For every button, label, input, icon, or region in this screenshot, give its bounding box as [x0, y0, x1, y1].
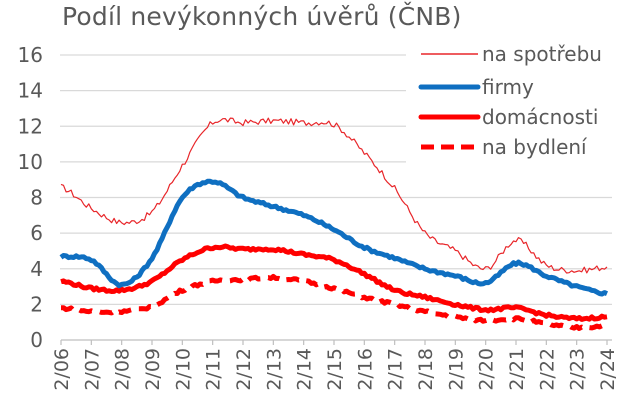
legend-item-na-spotrebu: na spotřebu	[421, 42, 602, 66]
series-lines	[59, 117, 609, 331]
x-tick-label: 2/14	[294, 348, 316, 391]
y-tick-label: 2	[30, 292, 43, 316]
x-tick-label: 2/09	[142, 348, 164, 391]
legend-label: na bydlení	[482, 135, 588, 159]
y-tick-label: 14	[18, 79, 43, 103]
y-tick-label: 0	[30, 328, 43, 352]
y-tick-label: 10	[18, 150, 43, 174]
x-tick-label: 2/18	[415, 348, 437, 391]
series-line-1	[59, 178, 609, 297]
y-axis-ticks: 0 2 4 6 8 10 12 14 16	[18, 43, 43, 352]
legend-item-firmy: firmy	[418, 75, 534, 99]
x-tick-label: 2/21	[506, 348, 528, 391]
y-tick-label: 12	[18, 114, 43, 138]
x-tick-label: 2/07	[81, 348, 103, 391]
legend-label: domácnosti	[482, 105, 598, 129]
x-tick-label: 2/15	[324, 348, 346, 391]
legend-label: na spotřebu	[482, 42, 602, 66]
x-tick-label: 2/24	[597, 348, 619, 391]
x-tick-label: 2/13	[263, 348, 285, 391]
x-tick-label: 2/19	[445, 348, 467, 391]
chart-title: Podíl nevýkonných úvěrů (ČNB)	[62, 2, 462, 31]
x-tick-label: 2/12	[233, 348, 255, 391]
x-tick-label: 2/20	[476, 348, 498, 391]
x-tick-label: 2/11	[203, 348, 225, 391]
x-tick-label: 2/06	[51, 348, 73, 391]
legend: na spotřebu firmy domácnosti na bydlení	[406, 38, 638, 172]
x-tick-label: 2/17	[385, 348, 407, 391]
x-tick-label: 2/10	[172, 348, 194, 391]
y-tick-label: 4	[30, 257, 43, 281]
x-tick-label: 2/08	[112, 348, 134, 391]
series-line-0	[60, 117, 608, 274]
legend-label: firmy	[482, 75, 534, 99]
y-tick-label: 16	[18, 43, 43, 67]
x-axis: 2/06 2/07 2/08 2/09 2/10 2/11 2/12 2/13 2/14 2/15…	[51, 339, 619, 391]
y-tick-label: 6	[30, 221, 43, 245]
series-line-2	[60, 243, 608, 322]
legend-item-na-bydleni: na bydlení	[421, 135, 588, 159]
y-tick-label: 8	[30, 186, 43, 210]
x-tick-label: 2/23	[567, 348, 589, 391]
legend-item-domacnosti: domácnosti	[418, 105, 598, 129]
x-tick-label: 2/22	[536, 348, 558, 391]
x-tick-label: 2/16	[354, 348, 376, 391]
series-line-3	[61, 273, 609, 331]
